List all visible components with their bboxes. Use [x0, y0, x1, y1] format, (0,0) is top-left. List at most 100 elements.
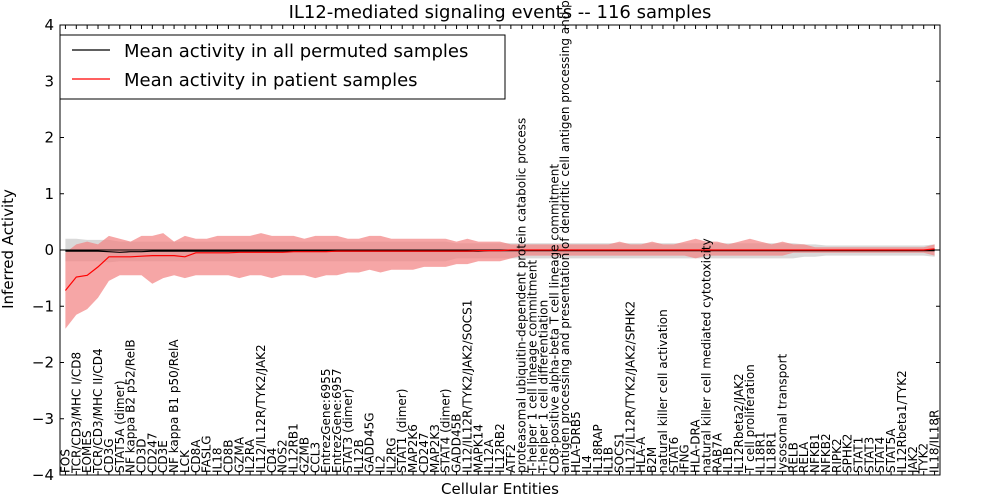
x-tick-label: NOS2: [276, 439, 290, 473]
x-tick-label: STAT1 (dimer): [395, 389, 409, 473]
x-tick-label: IL18/IL18R: [928, 410, 942, 473]
x-tick-label: IL18R1: [765, 432, 779, 473]
x-tick-label: NFKB1: [808, 433, 822, 473]
x-tick-label: CD247: [417, 432, 431, 473]
x-tick-label: CD3D: [135, 439, 149, 474]
x-tick-label: IL18R1: [754, 432, 768, 473]
x-tick-label: IL12/IL12R/TYK2/JAK2: [254, 344, 268, 473]
x-tick-label: NFKB2: [819, 433, 833, 473]
x-tick-label: EntrezGene:6955: [319, 369, 333, 474]
x-tick-label: STAT3 (dimer): [341, 389, 355, 473]
x-tick-label: antigen processing and presentation of d…: [558, 0, 572, 473]
x-tick-label: IFNG: [678, 444, 692, 473]
x-tick-label: GZMA: [232, 436, 246, 473]
x-tick-label: IL18RAP: [591, 424, 605, 473]
legend-box: [59, 34, 506, 100]
x-tick-label: natural killer cell mediated cytotoxicit…: [699, 238, 713, 473]
x-tick-label: RELB: [786, 442, 800, 473]
x-tick-label: IL12RB2: [493, 423, 507, 473]
x-tick-label: lysosomal transport: [776, 353, 790, 473]
y-tick-label: 2: [44, 129, 54, 147]
x-tick-label: STAT5A: [884, 428, 898, 473]
x-tick-label: LCK: [178, 449, 192, 473]
x-tick-label: CD247: [145, 432, 159, 473]
x-tick-label: IL12Rbeta1/TYK2: [895, 370, 909, 473]
x-tick-label: RELA: [797, 441, 811, 473]
y-tick-label: 0: [44, 241, 54, 259]
legend: Mean activity in all permuted samples Me…: [59, 34, 506, 100]
x-tick-label: IL1B: [602, 447, 616, 473]
x-tick-label: HLA-A: [634, 436, 648, 473]
x-tick-label: JAK2: [906, 446, 920, 474]
x-axis-title: Cellular Entities: [441, 480, 559, 498]
x-tick-label: CD8B: [221, 440, 235, 474]
y-tick-label: −2: [32, 354, 54, 372]
x-tick-label: IL12/IL12R/TYK2/JAK2/SOCS1: [460, 300, 474, 473]
x-tick-label: TYK2: [917, 443, 931, 474]
x-tick-label: CD8A: [189, 439, 203, 473]
x-tick-label: SPHK2: [841, 434, 855, 473]
x-tick-label: STAT6: [667, 437, 681, 473]
x-tick-label: CD3G: [102, 438, 116, 473]
x-tick-label: NF kappa B1 p50/RelA: [167, 339, 181, 473]
x-tick-label: STAT4: [873, 437, 887, 473]
x-tick-label: FOS: [58, 449, 72, 473]
x-tick-label: CD4: [265, 448, 279, 473]
x-tick-label: B2M: [645, 447, 659, 473]
x-tick-label: TCR/CD3/MHC II/CD4: [91, 348, 105, 474]
x-tick-label: IL4: [580, 455, 594, 473]
x-tick-label: proteasomal ubiquitin-dependent protein …: [515, 118, 529, 473]
y-tick-label: −4: [32, 466, 54, 484]
patient-band: [65, 233, 935, 329]
x-tick-label: GADD45B: [450, 414, 464, 474]
series-line-patient: [64, 248, 935, 291]
x-tick-label: STAT4 (dimer): [439, 389, 453, 473]
legend-label-patient: Mean activity in patient samples: [124, 70, 418, 91]
x-tick-label: GZMB: [297, 437, 311, 473]
chart-title: IL12-mediated signaling events -- 116 sa…: [289, 2, 712, 23]
x-tick-label: IL12RB1: [287, 423, 301, 473]
x-tick-label: EntrezGene:6957: [330, 369, 344, 474]
y-axis-title: Inferred Activity: [0, 189, 17, 309]
x-tick-label: IL2: [374, 455, 388, 473]
x-tick-label: GADD45G: [363, 412, 377, 473]
x-tick-label: CD3E: [156, 440, 170, 473]
x-tick-label: NF kappa B2 p52/RelB: [124, 339, 138, 473]
x-tick-label: T cell proliferation: [743, 364, 757, 474]
x-tick-label: natural killer cell activation: [656, 309, 670, 473]
x-tick-label: T-helper 1 cell lineage commitment: [526, 260, 540, 474]
x-tick-label: IL1B: [721, 447, 735, 473]
x-tick-label: STAT3: [862, 437, 876, 473]
x-tick-label: HLA-DRA: [689, 419, 703, 473]
x-tick-label: IL12A: [482, 439, 496, 473]
x-tick-label: MAP2K3: [428, 424, 442, 473]
x-tick-label: TCR/CD3/MHC I/CD8: [69, 352, 83, 474]
y-tick-label: 3: [44, 72, 54, 90]
x-tick-label: RAB7A: [710, 432, 724, 473]
y-tick-label: −3: [32, 410, 54, 428]
y-tick-label: 4: [44, 16, 54, 34]
x-tick-label: STAT5A (dimer): [113, 380, 127, 473]
x-tick-label: MAP2K6: [406, 424, 420, 473]
x-tick-label: HLA-DRB5: [569, 411, 583, 473]
x-tick-label: IL2RG: [384, 438, 398, 474]
x-tick-label: IL2RA: [243, 438, 257, 473]
x-tick-label: MAPK14: [471, 424, 485, 473]
x-tick-label: FASLG: [200, 435, 214, 473]
x-tick-label: IL12B: [352, 439, 366, 473]
x-tick-label: RIPK2: [830, 438, 844, 473]
x-tick-label: T-helper 1 cell differentiation: [537, 300, 551, 474]
x-tick-label: CD8-positive alpha-beta T cell lineage c…: [547, 164, 561, 473]
y-tick-label: 1: [44, 185, 54, 203]
x-tick-label: IL12/IL12R/TYK2/JAK2/SPHK2: [623, 301, 637, 473]
legend-label-permuted: Mean activity in all permuted samples: [124, 41, 468, 62]
y-tick-label: −1: [32, 297, 54, 315]
x-tick-label: IL18: [211, 448, 225, 474]
x-tick-label: STAT1: [852, 437, 866, 473]
x-tick-label: CCL3: [308, 442, 322, 473]
x-tick-label: ATF2: [504, 444, 518, 473]
x-tick-label: IL12Rbeta2/JAK2: [732, 373, 746, 473]
x-tick-label: EOMES: [80, 430, 94, 473]
